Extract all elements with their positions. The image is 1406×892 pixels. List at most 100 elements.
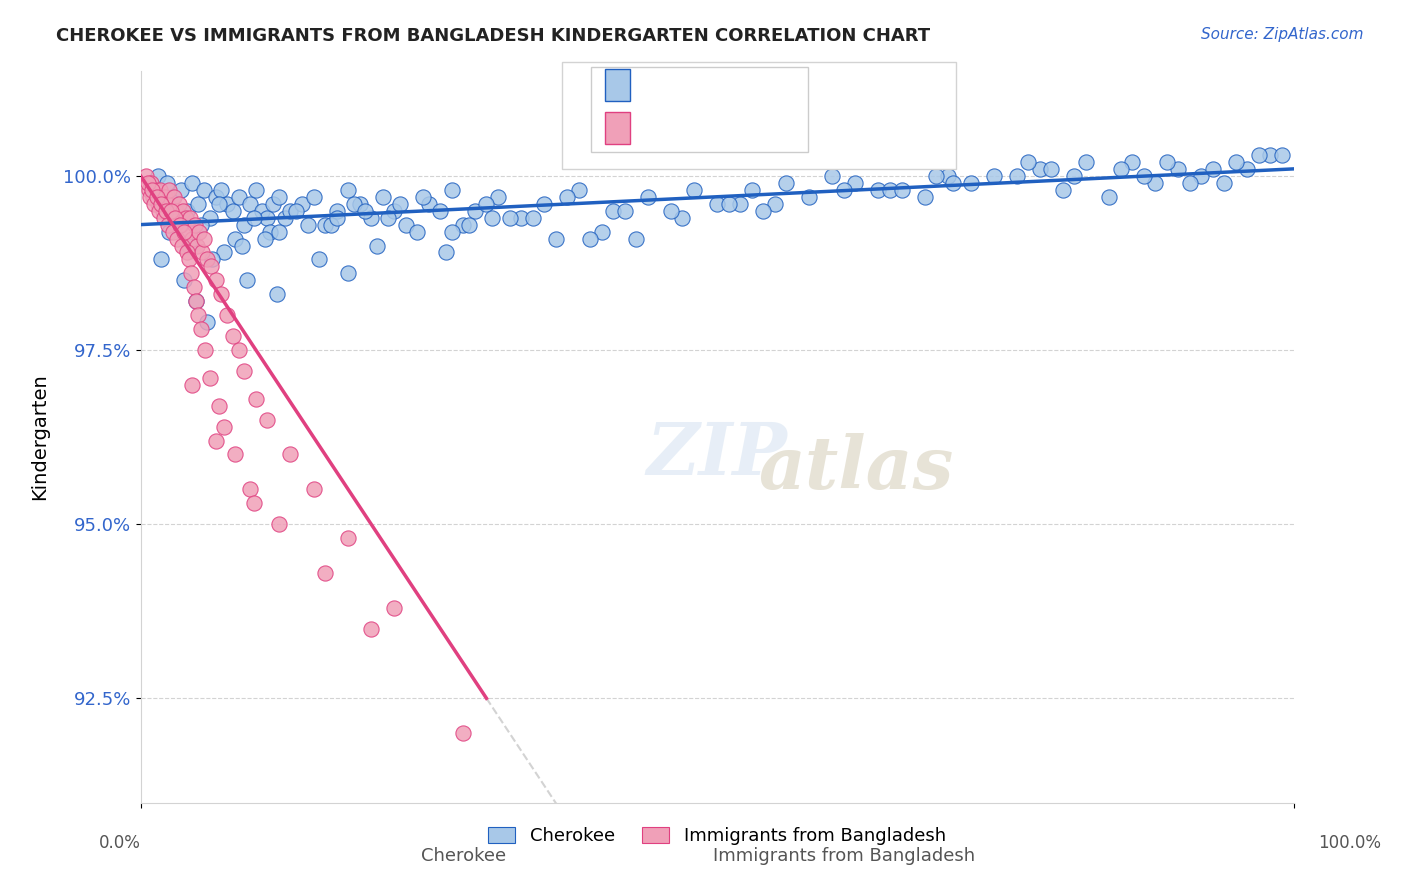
Point — [217, 308, 239, 322]
Point — [181, 176, 204, 190]
Point — [1144, 176, 1167, 190]
Point — [959, 176, 981, 190]
Point — [177, 225, 200, 239]
Point — [153, 190, 176, 204]
Point — [1109, 161, 1132, 176]
Point — [181, 231, 204, 245]
Point — [174, 211, 197, 225]
Point — [983, 169, 1005, 183]
Point — [602, 203, 624, 218]
Point — [256, 412, 278, 426]
Point — [325, 203, 347, 218]
Text: 0.0%: 0.0% — [98, 834, 141, 852]
Point — [167, 196, 190, 211]
Point — [170, 183, 193, 197]
Point — [799, 190, 821, 204]
Point — [1098, 190, 1121, 204]
Point — [579, 231, 602, 245]
Point — [177, 252, 200, 267]
Point — [360, 622, 382, 636]
Point — [180, 266, 202, 280]
Point — [177, 238, 200, 252]
Text: R =: R = — [633, 75, 675, 95]
Point — [208, 196, 231, 211]
Point — [143, 183, 166, 197]
Point — [706, 196, 728, 211]
Point — [337, 266, 360, 280]
Text: 76: 76 — [756, 118, 783, 137]
Point — [152, 211, 174, 225]
Point — [228, 343, 250, 357]
Point — [187, 308, 209, 322]
Point — [406, 225, 429, 239]
Point — [143, 196, 166, 211]
Point — [319, 218, 342, 232]
Point — [162, 225, 184, 239]
Point — [169, 218, 191, 232]
Point — [262, 196, 284, 211]
Point — [156, 196, 179, 211]
Point — [914, 190, 936, 204]
Point — [204, 273, 226, 287]
Point — [429, 203, 451, 218]
Point — [1063, 169, 1085, 183]
Point — [222, 329, 245, 343]
Text: 137: 137 — [756, 75, 797, 95]
Point — [280, 448, 302, 462]
Point — [440, 183, 463, 197]
Point — [242, 211, 264, 225]
Point — [198, 371, 221, 385]
Point — [190, 218, 212, 232]
Text: -0.394: -0.394 — [679, 118, 748, 137]
Point — [613, 203, 636, 218]
Point — [366, 238, 388, 252]
Point — [510, 211, 533, 225]
Point — [231, 238, 253, 252]
Point — [184, 294, 207, 309]
Point — [1132, 169, 1154, 183]
Point — [198, 211, 221, 225]
Point — [172, 238, 194, 252]
Point — [166, 231, 188, 245]
Point — [1202, 161, 1225, 176]
Point — [555, 190, 578, 204]
Point — [176, 203, 198, 218]
Point — [1189, 169, 1212, 183]
Text: ZIP: ZIP — [647, 419, 787, 490]
Point — [254, 231, 277, 245]
Point — [533, 196, 555, 211]
Point — [267, 517, 290, 532]
Point — [160, 211, 183, 225]
Point — [337, 183, 360, 197]
Point — [475, 196, 498, 211]
Point — [212, 419, 235, 434]
Text: atlas: atlas — [758, 433, 953, 504]
Point — [245, 183, 267, 197]
Point — [146, 169, 169, 183]
Point — [181, 377, 204, 392]
Point — [152, 196, 174, 211]
Point — [209, 183, 232, 197]
Point — [201, 252, 224, 267]
Point — [568, 183, 591, 197]
Point — [1029, 161, 1052, 176]
Point — [266, 287, 288, 301]
Point — [197, 252, 219, 267]
Point — [626, 231, 648, 245]
Point — [942, 176, 965, 190]
Point — [159, 225, 180, 239]
Point — [314, 566, 336, 580]
Point — [314, 218, 336, 232]
Point — [200, 260, 222, 274]
Point — [155, 203, 177, 218]
Text: Cherokee: Cherokee — [422, 847, 506, 865]
Point — [285, 203, 308, 218]
Text: CHEROKEE VS IMMIGRANTS FROM BANGLADESH KINDERGARTEN CORRELATION CHART: CHEROKEE VS IMMIGRANTS FROM BANGLADESH K… — [56, 27, 931, 45]
Point — [190, 322, 212, 336]
Point — [1005, 169, 1028, 183]
Point — [360, 211, 382, 225]
Point — [890, 183, 912, 197]
Point — [382, 203, 405, 218]
Point — [498, 211, 520, 225]
Point — [1213, 176, 1236, 190]
